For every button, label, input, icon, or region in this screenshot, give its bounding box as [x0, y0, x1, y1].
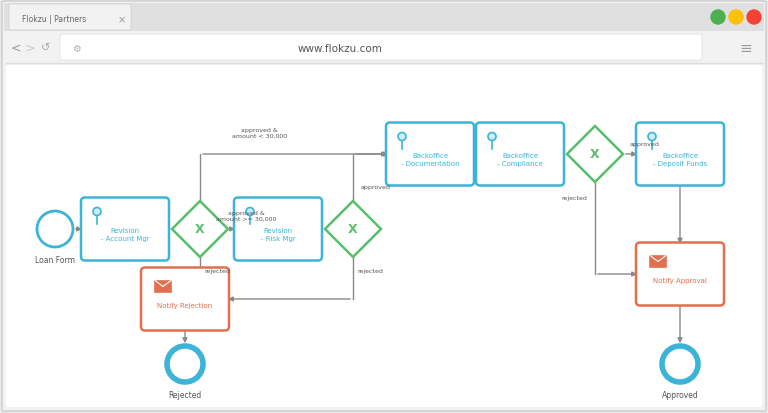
Text: rejected: rejected: [561, 196, 587, 201]
Circle shape: [488, 133, 496, 141]
Text: <: <: [11, 41, 22, 55]
Circle shape: [747, 11, 761, 25]
Circle shape: [398, 133, 406, 141]
Text: rejected: rejected: [357, 269, 383, 274]
Circle shape: [37, 211, 73, 247]
Circle shape: [93, 208, 101, 216]
Circle shape: [648, 133, 656, 141]
FancyBboxPatch shape: [476, 123, 564, 186]
Text: rejected: rejected: [204, 269, 230, 274]
Circle shape: [246, 208, 254, 216]
Text: Revision
- Account Mgr: Revision - Account Mgr: [101, 228, 149, 241]
Text: ≡: ≡: [740, 41, 753, 56]
Text: ⚙: ⚙: [71, 44, 81, 54]
Text: Approved: Approved: [661, 390, 698, 399]
Text: Revision
- Risk Mgr: Revision - Risk Mgr: [260, 228, 296, 241]
FancyBboxPatch shape: [141, 268, 229, 331]
FancyBboxPatch shape: [60, 35, 702, 61]
Text: ↺: ↺: [41, 43, 51, 53]
Text: X: X: [590, 148, 600, 161]
Text: Backoffice
- Documentation: Backoffice - Documentation: [401, 153, 459, 166]
Text: Rejected: Rejected: [168, 390, 202, 399]
Text: approved &
amount >= 30,000: approved & amount >= 30,000: [216, 210, 276, 221]
Text: Loan Form: Loan Form: [35, 255, 75, 264]
Text: Backoffice
- Deposit Funds: Backoffice - Deposit Funds: [653, 153, 707, 166]
Text: approved: approved: [361, 185, 391, 190]
Text: Flokzu | Partners: Flokzu | Partners: [22, 15, 86, 24]
Text: approved &
amount < 30,000: approved & amount < 30,000: [232, 127, 287, 138]
FancyBboxPatch shape: [6, 66, 762, 407]
Circle shape: [729, 11, 743, 25]
Text: X: X: [348, 223, 358, 236]
FancyBboxPatch shape: [386, 123, 474, 186]
Circle shape: [167, 346, 203, 382]
FancyBboxPatch shape: [650, 256, 666, 267]
FancyBboxPatch shape: [4, 33, 764, 63]
Polygon shape: [325, 202, 381, 257]
FancyBboxPatch shape: [636, 243, 724, 306]
Text: Notify Approval: Notify Approval: [653, 277, 707, 283]
Text: www.flokzu.com: www.flokzu.com: [297, 44, 382, 54]
Text: X: X: [195, 223, 205, 236]
FancyBboxPatch shape: [234, 198, 322, 261]
Text: >: >: [25, 41, 35, 55]
Polygon shape: [172, 202, 228, 257]
Circle shape: [711, 11, 725, 25]
Text: Notify Rejection: Notify Rejection: [157, 302, 213, 308]
FancyBboxPatch shape: [155, 281, 171, 292]
Text: approved: approved: [630, 142, 660, 147]
Circle shape: [662, 346, 698, 382]
Polygon shape: [567, 127, 623, 183]
Text: Backoffice
- Compliance: Backoffice - Compliance: [497, 153, 543, 166]
FancyBboxPatch shape: [81, 198, 169, 261]
FancyBboxPatch shape: [9, 5, 131, 31]
FancyBboxPatch shape: [4, 4, 764, 32]
FancyBboxPatch shape: [636, 123, 724, 186]
Text: ×: ×: [118, 15, 126, 25]
